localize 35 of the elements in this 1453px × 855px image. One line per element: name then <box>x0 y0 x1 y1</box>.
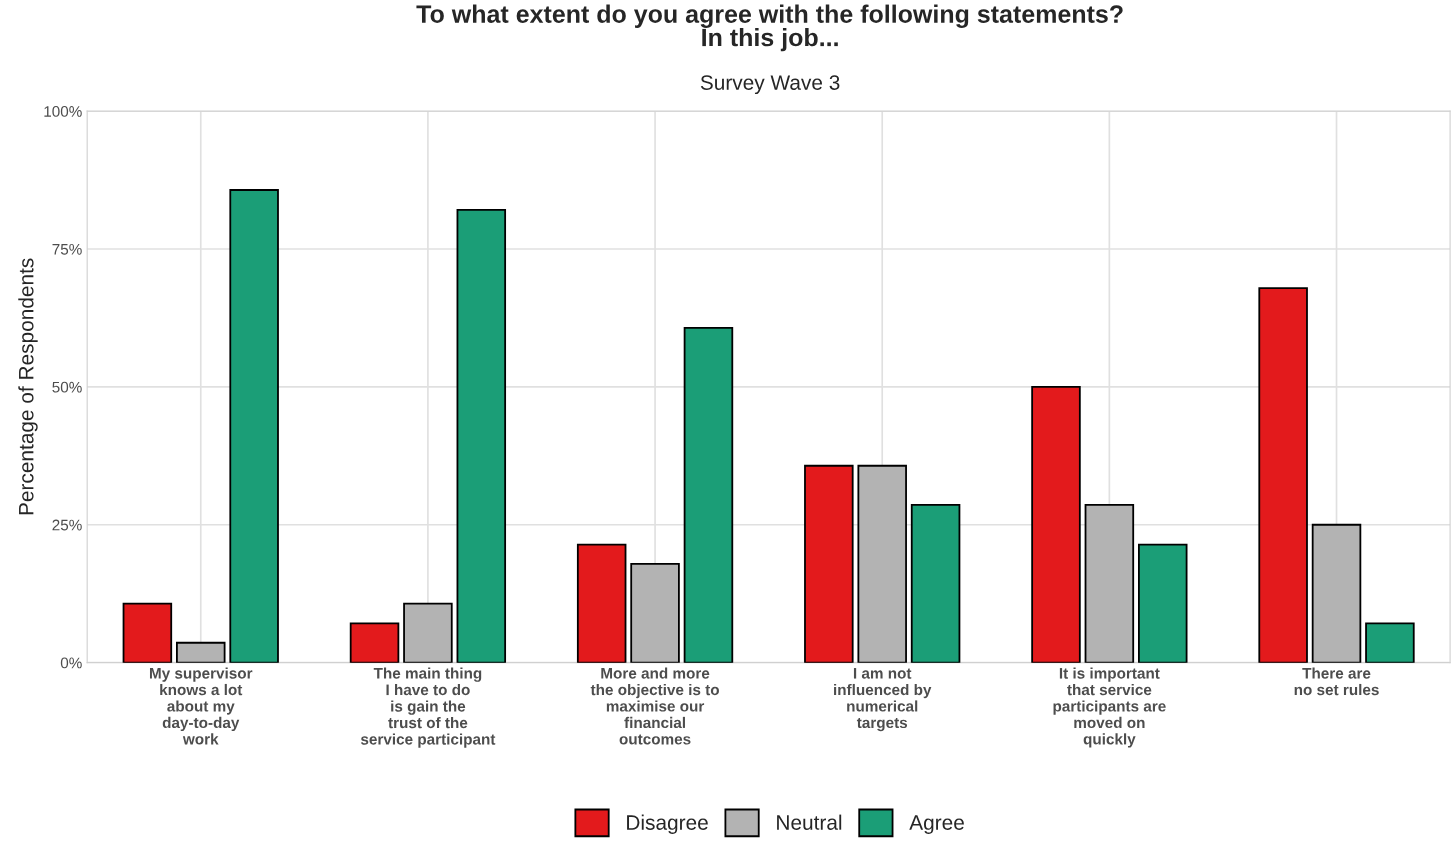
legend-label: Neutral <box>777 814 842 830</box>
bar <box>176 641 226 663</box>
bar <box>804 464 854 663</box>
legend-label: Disagree <box>627 814 708 835</box>
bar <box>349 622 400 663</box>
chart-title: To what extent do you agree with the following statements? In this job... <box>416 4 1123 52</box>
bar <box>1311 523 1362 663</box>
legend-label: Agree <box>909 815 964 835</box>
x-tick-label: The main thing I have to do is gain the trust of the service participant <box>360 667 496 748</box>
bar <box>1031 385 1081 663</box>
y-tick-label: 50% <box>52 381 82 393</box>
y-tick-label: 25% <box>52 519 82 531</box>
bar <box>683 326 734 663</box>
y-tick-label: 75% <box>52 243 82 255</box>
x-tick-label: It is important that service participants are moved on quickly <box>1053 667 1166 748</box>
bar <box>1258 287 1308 663</box>
bar <box>630 563 680 663</box>
x-tick-label: I am not influenced by numerical targets <box>834 668 932 732</box>
chart-subtitle: Survey Wave 3 <box>700 75 840 95</box>
bar <box>122 602 173 663</box>
bar <box>910 503 961 663</box>
x-tick-label: More and more the objective is to maximise our financial outcomes <box>590 667 719 745</box>
bar <box>229 189 279 663</box>
bar <box>403 602 453 663</box>
bar <box>576 543 627 663</box>
y-axis-title: Percentage of Respondents <box>18 258 38 515</box>
x-tick-label: My supervisor knows a lot about my day-to-day work <box>149 667 253 745</box>
y-tick-label: 100% <box>44 106 82 117</box>
x-tick-label: There are no set rules <box>1294 667 1379 696</box>
bar <box>857 464 907 663</box>
bar <box>456 208 507 663</box>
bar <box>1084 503 1135 663</box>
bar <box>1137 543 1188 663</box>
bar <box>1365 622 1415 663</box>
y-tick-label: 0% <box>60 657 82 669</box>
